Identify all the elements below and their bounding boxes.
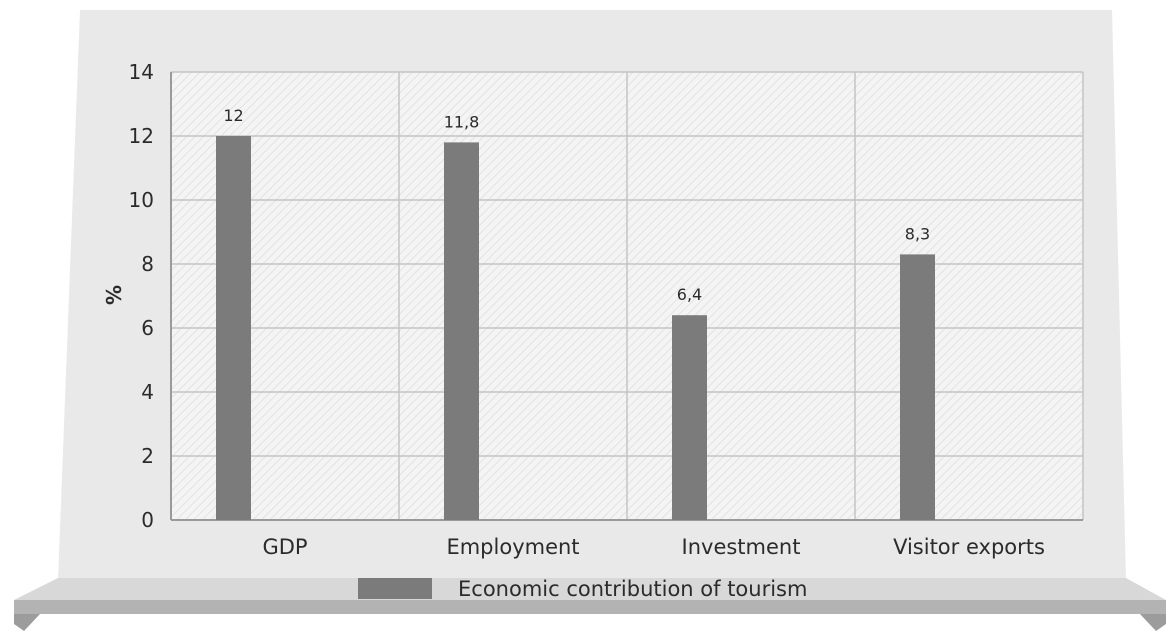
legend: Economic contribution of tourism xyxy=(358,577,807,601)
x-tick-labels: GDP Employment Investment Visitor exports xyxy=(262,535,1044,559)
y-tick-labels: 0 2 4 6 8 10 12 14 xyxy=(129,60,154,532)
shelf-front xyxy=(14,600,1166,614)
y-tick-label: 2 xyxy=(141,444,154,468)
x-tick-label: Visitor exports xyxy=(893,535,1045,559)
bar-visitor-exports xyxy=(900,254,935,520)
shelf-right-leg xyxy=(1140,614,1166,631)
legend-label: Economic contribution of tourism xyxy=(458,577,807,601)
bars xyxy=(216,136,935,520)
y-tick-label: 12 xyxy=(129,124,154,148)
y-tick-label: 6 xyxy=(141,316,154,340)
y-tick-label: 10 xyxy=(129,188,154,212)
data-label: 12 xyxy=(223,106,243,125)
data-labels: 12 11,8 6,4 8,3 xyxy=(223,106,930,304)
y-axis-label: % xyxy=(102,285,126,305)
bar-employment xyxy=(444,142,479,520)
y-tick-label: 14 xyxy=(129,60,154,84)
x-tick-label: Investment xyxy=(682,535,801,559)
data-label: 8,3 xyxy=(905,224,930,243)
data-label: 6,4 xyxy=(677,285,702,304)
data-label: 11,8 xyxy=(444,112,480,131)
y-tick-label: 4 xyxy=(141,380,154,404)
shelf-left-leg xyxy=(14,614,40,631)
y-tick-label: 0 xyxy=(141,508,154,532)
bar-gdp xyxy=(216,136,251,520)
legend-swatch xyxy=(358,578,432,599)
y-tick-label: 8 xyxy=(141,252,154,276)
bar-investment xyxy=(672,315,707,520)
shelf-top xyxy=(14,578,1166,600)
x-tick-label: Employment xyxy=(446,535,579,559)
x-tick-label: GDP xyxy=(262,535,307,559)
